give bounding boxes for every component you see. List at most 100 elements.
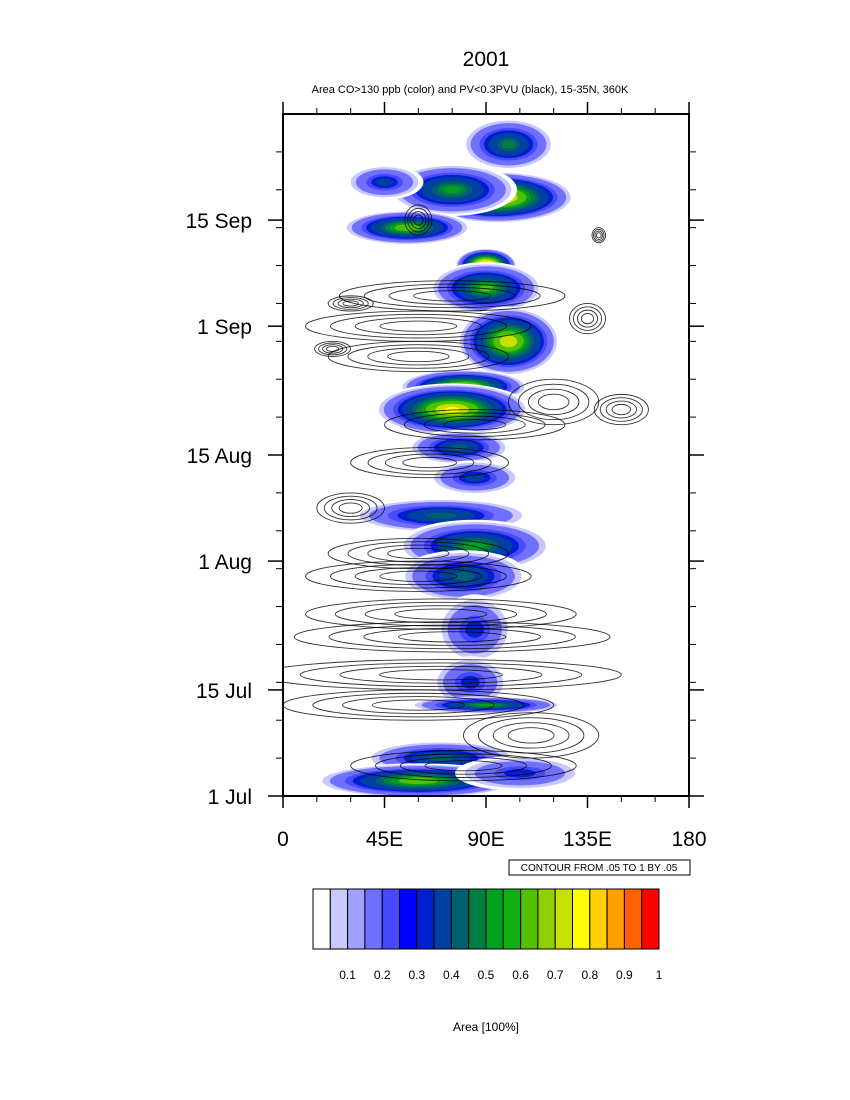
pv-contour-line xyxy=(283,689,555,721)
pv-contour-line xyxy=(327,340,510,373)
pv-contour-line xyxy=(404,204,433,236)
colorbar-swatch xyxy=(485,888,504,950)
pv-contour-line xyxy=(327,295,374,312)
pv-contour-line xyxy=(398,631,507,643)
pv-contour-line xyxy=(334,601,547,627)
pv-contour-line xyxy=(318,342,348,356)
pv-contour-line xyxy=(314,340,352,357)
y-tick-label: 1 Sep xyxy=(197,316,252,339)
colorbar-swatch xyxy=(364,888,383,950)
colorbar-swatch xyxy=(606,888,625,950)
co-area-blob xyxy=(456,306,561,377)
x-tick-label: 90E xyxy=(467,828,504,851)
colorbar-swatch xyxy=(641,888,660,950)
colorbar-swatch xyxy=(502,888,522,950)
pv-contour-line xyxy=(508,378,600,426)
co-area-blob xyxy=(461,118,556,171)
pv-contour xyxy=(569,302,606,335)
pv-contour-line xyxy=(327,537,510,570)
pv-contour-line xyxy=(387,547,450,560)
pv-contour-line xyxy=(305,560,532,592)
pv-contour-line xyxy=(596,232,602,239)
y-axis-labels: 1 Jul 15 Jul 1 Aug 15 Aug 1 Sep 15 Sep xyxy=(185,210,252,809)
pv-contour-line xyxy=(580,312,595,325)
pv-contour-line xyxy=(323,495,378,521)
pv-contour-line xyxy=(492,722,570,749)
pv-contour-line xyxy=(527,388,580,416)
pv-contour-line xyxy=(399,756,528,775)
pv-contour-line xyxy=(375,753,552,778)
pv-contour-line xyxy=(576,309,599,328)
pv-contour xyxy=(384,409,566,441)
contour-info-box xyxy=(508,859,691,876)
pv-contour-line xyxy=(367,450,492,475)
colorbar-swatch xyxy=(416,888,435,950)
pv-contour xyxy=(314,340,352,357)
pv-contour-line xyxy=(347,541,490,566)
pv-contour xyxy=(305,598,577,630)
colorbar-tick-label: 0.2 xyxy=(374,968,391,982)
co-area-level xyxy=(425,512,457,519)
pv-contour xyxy=(305,560,532,592)
colorbar-tick-label: 0.5 xyxy=(478,968,495,982)
pv-contour-line xyxy=(594,230,604,240)
pv-contour-line xyxy=(363,283,541,309)
pv-contour-line xyxy=(342,300,359,307)
chart-title: 2001 xyxy=(463,48,510,71)
pv-contour-line xyxy=(379,669,503,681)
pv-contour xyxy=(327,340,510,373)
colorbar-swatch xyxy=(468,888,487,950)
pv-contour-line xyxy=(337,298,364,309)
colorbar-tick-label: 0.3 xyxy=(408,968,425,982)
pv-contour xyxy=(508,378,600,426)
pv-contour-line xyxy=(537,393,570,411)
pv-contour-line xyxy=(305,598,577,630)
pv-contour-line xyxy=(350,446,510,479)
pv-contour xyxy=(404,204,433,236)
pv-contour xyxy=(316,492,385,524)
co-area-level xyxy=(443,186,462,194)
pv-contour-line xyxy=(322,344,344,354)
pv-contour xyxy=(350,446,510,479)
pv-contour-line xyxy=(299,662,583,688)
x-tick-label: 0 xyxy=(277,828,289,851)
pv-contour xyxy=(462,712,600,759)
pv-contour-line xyxy=(364,605,518,624)
y-tick-label: 15 Jul xyxy=(196,680,252,703)
pv-contour-line xyxy=(591,227,606,244)
colorbar-swatch xyxy=(433,888,452,950)
co-area-level xyxy=(503,337,514,345)
pv-contour-line xyxy=(339,665,543,684)
pv-contour-line xyxy=(329,563,507,589)
axis-ticks xyxy=(268,102,704,808)
colorbar-swatch xyxy=(399,888,418,950)
colorbar xyxy=(312,888,660,950)
x-tick-label: 180 xyxy=(671,828,706,851)
pv-contour xyxy=(283,689,555,721)
colorbar-tick-label: 0.4 xyxy=(443,968,460,982)
pv-contour-line xyxy=(443,419,506,431)
pv-contour-line xyxy=(413,214,424,226)
pv-contour xyxy=(591,227,606,244)
pv-contour xyxy=(593,393,649,426)
colorbar-swatch xyxy=(312,888,331,950)
co-area-blob xyxy=(345,164,424,200)
colorbar-swatch xyxy=(572,888,591,950)
pv-contour xyxy=(350,750,577,782)
pv-contour-line xyxy=(394,608,488,620)
pv-contour-line xyxy=(367,544,470,563)
pv-contour-line xyxy=(462,712,600,759)
pv-contour xyxy=(293,621,611,653)
co-area-blob xyxy=(398,550,529,603)
y-tick-label: 1 Jul xyxy=(208,786,252,809)
colorbar-swatch xyxy=(450,888,470,950)
pv-contour-line xyxy=(384,453,475,472)
colorbar-swatch xyxy=(329,888,349,950)
pv-contour-line xyxy=(350,750,577,782)
pv-contour-line xyxy=(593,228,605,242)
colorbar-swatch xyxy=(537,888,556,950)
co-area-level xyxy=(475,703,497,707)
x-tick-label: 45E xyxy=(366,828,403,851)
colorbar-swatch xyxy=(623,888,643,950)
